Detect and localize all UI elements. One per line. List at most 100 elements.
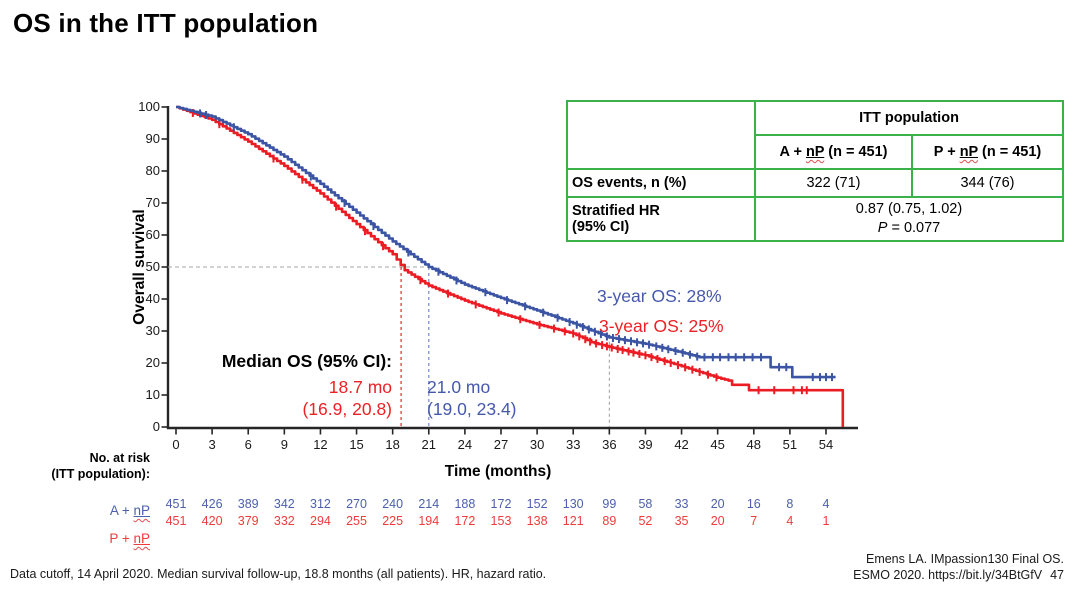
table-group-header: ITT population [754, 100, 1064, 136]
median-os-red-value: 18.7 mo [328, 377, 392, 397]
at-risk-count: 58 [638, 497, 653, 511]
table-arm-p-header: P + nP (n = 451) [911, 134, 1064, 170]
at-risk-count: 130 [562, 497, 584, 511]
median-os-blue-value: 21.0 mo [427, 377, 491, 397]
stratified-hr-label: Stratified HR (95% CI) [566, 196, 756, 242]
y-tick-label: 100 [138, 99, 160, 114]
arm-a-underlined: nP [805, 144, 825, 160]
x-tick-label: 3 [208, 437, 216, 452]
y-tick-label: 90 [145, 131, 160, 146]
table-arm-a-header: A + nP (n = 451) [754, 134, 913, 170]
at-risk-count: 8 [786, 497, 794, 511]
median-os-red-ci: (16.9, 20.8) [302, 399, 393, 419]
at-risk-count: 426 [201, 497, 223, 511]
citation-line2: ESMO 2020. https://bit.ly/34BtGfV 47 [853, 567, 1064, 583]
y-tick-label: 40 [145, 291, 160, 306]
x-tick-label: 18 [385, 437, 400, 452]
at-risk-header-line2: (ITT population): [51, 467, 150, 481]
at-risk-count: 138 [526, 514, 548, 528]
x-tick-label: 51 [782, 437, 798, 452]
x-tick-label: 9 [280, 437, 288, 452]
y-tick-label: 80 [145, 163, 160, 178]
os-events-row: OS events, n (%) 322 (71) 344 (76) [566, 168, 1064, 198]
at-risk-count: 1 [822, 514, 830, 528]
stratified-hr-row: Stratified HR (95% CI) 0.87 (0.75, 1.02)… [566, 196, 1064, 242]
x-axis-title: Time (months) [444, 463, 552, 480]
at-risk-count: 332 [273, 514, 295, 528]
x-tick-label: 30 [529, 437, 545, 452]
p-value-rest: = 0.077 [887, 220, 941, 236]
at-risk-arm-a-label: A + nP [78, 503, 150, 518]
at-risk-count: 379 [237, 514, 259, 528]
at-risk-count: 420 [201, 514, 223, 528]
x-tick-label: 27 [493, 437, 509, 452]
arm-a-prefix: A + [779, 144, 806, 160]
x-tick-label: 48 [746, 437, 761, 452]
x-tick-label: 21 [421, 437, 436, 452]
at-risk-count: 20 [710, 514, 725, 528]
median-os-annotation: Median OS (95% CI): 18.7 mo (16.9, 20.8) [180, 350, 392, 420]
hr-estimate: 0.87 (0.75, 1.02) [855, 201, 963, 217]
os-events-value-p: 344 (76) [911, 168, 1064, 198]
at-risk-count: 20 [710, 497, 725, 511]
x-tick-label: 6 [244, 437, 252, 452]
x-tick-label: 39 [638, 437, 653, 452]
at-risk-count: 214 [418, 497, 440, 511]
p-value: P = 0.077 [760, 219, 1058, 238]
at-risk-arm-p-label: P + nP [78, 531, 150, 546]
at-risk-count: 89 [602, 514, 617, 528]
at-risk-count: 153 [490, 514, 512, 528]
y-tick-label: 30 [145, 323, 160, 338]
at-risk-count: 194 [418, 514, 440, 528]
y-tick-label: 10 [145, 387, 160, 402]
at-risk-count: 225 [382, 514, 404, 528]
median-os-title: Median OS (95% CI): [221, 351, 392, 371]
stratified-hr-label-line2: (95% CI) [572, 219, 630, 235]
at-risk-arm-a-prefix: A + [109, 503, 134, 518]
at-risk-count: 16 [746, 497, 761, 511]
at-risk-count: 451 [165, 514, 187, 528]
results-table: ITT population A + nP (n = 451) P + nP (… [566, 100, 1064, 242]
at-risk-count: 172 [490, 497, 512, 511]
at-risk-count: 294 [310, 514, 331, 528]
y-tick-label: 70 [145, 195, 160, 210]
at-risk-count: 7 [750, 514, 758, 528]
arm-p-suffix: (n = 451) [977, 144, 1042, 160]
x-tick-label: 15 [349, 437, 364, 452]
stratified-hr-label-line1: Stratified HR [572, 203, 660, 219]
at-risk-count: 312 [310, 497, 331, 511]
at-risk-count: 451 [165, 497, 187, 511]
y-tick-label: 60 [145, 227, 160, 242]
at-risk-count: 240 [382, 497, 404, 511]
arm-a-suffix: (n = 451) [824, 144, 888, 160]
x-tick-label: 12 [313, 437, 328, 452]
at-risk-arm-a-underlined: nP [133, 503, 150, 518]
median-os-blue-annotation: 21.0 mo (19.0, 23.4) [427, 376, 517, 420]
at-risk-header: No. at risk (ITT population): [28, 450, 150, 482]
at-risk-count: 172 [454, 514, 476, 528]
at-risk-count: 152 [526, 497, 548, 511]
table-header-row: ITT population [566, 100, 1064, 170]
os-events-value-a: 322 (71) [754, 168, 913, 198]
at-risk-count: 342 [273, 497, 295, 511]
at-risk-count: 99 [602, 497, 617, 511]
arm-p-prefix: P + [933, 144, 960, 160]
at-risk-arm-p-prefix: P + [109, 531, 134, 546]
y-tick-label: 50 [145, 259, 160, 274]
citation: Emens LA. IMpassion130 Final OS. ESMO 20… [853, 551, 1064, 583]
at-risk-count: 188 [454, 497, 476, 511]
page-title: OS in the ITT population [13, 8, 319, 38]
table-arm-header-row: A + nP (n = 451) P + nP (n = 451) [567, 134, 1064, 170]
at-risk-count: 270 [346, 497, 367, 511]
stratified-hr-value: 0.87 (0.75, 1.02) P = 0.077 [754, 196, 1064, 242]
table-corner-cell [566, 100, 756, 170]
median-os-blue-ci: (19.0, 23.4) [427, 399, 517, 419]
at-risk-arm-p-underlined: nP [133, 531, 150, 546]
x-tick-label: 36 [602, 437, 617, 452]
at-risk-header-line1: No. at risk [89, 451, 150, 465]
os-events-label: OS events, n (%) [566, 168, 756, 198]
y-tick-label: 0 [152, 419, 160, 434]
x-tick-label: 54 [818, 437, 834, 452]
three-year-os-red-label: 3-year OS: 25% [599, 316, 724, 336]
